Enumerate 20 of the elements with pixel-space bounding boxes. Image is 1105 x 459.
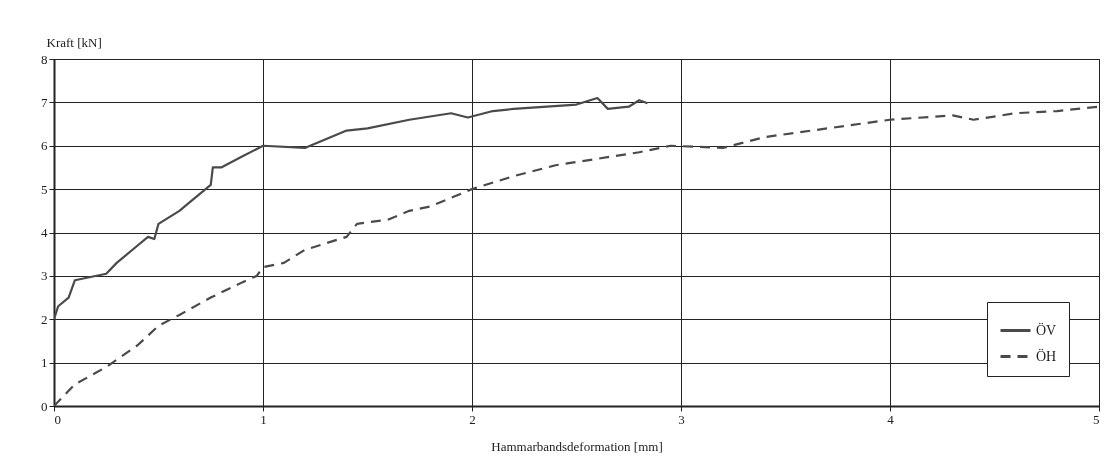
line-series [54,96,649,321]
legend-label: ÖH [1036,347,1057,364]
y-tick-label: 7 [41,94,48,110]
legend-label: ÖV [1036,321,1057,338]
y-tick-label: 3 [41,268,48,284]
x-tick-label: 4 [887,411,895,427]
x-tick-label: 2 [469,411,476,427]
y-tick-label: 0 [41,398,48,414]
y-tick-label: 4 [41,225,48,240]
y-tick-label: 6 [41,138,48,154]
y-tick-label: 2 [41,311,48,327]
x-tick-label: 1 [260,411,267,427]
y-tick-label: 5 [41,181,48,197]
x-tick-label: 3 [678,411,685,427]
x-tick-label: 0 [54,411,61,427]
y-tick-label: 8 [41,51,48,67]
y-tick-label: 1 [41,355,48,371]
y-axis-title: Kraft [kN] [46,34,102,50]
x-axis-title: Hammarbandsdeformation [mm] [491,438,663,454]
x-tick-label: 5 [1093,411,1100,427]
